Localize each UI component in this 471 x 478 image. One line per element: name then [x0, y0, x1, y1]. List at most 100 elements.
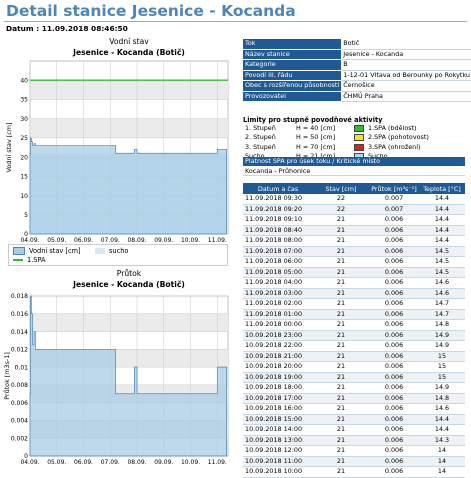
x-tick-label: 07.09.: [101, 459, 120, 466]
cell-stav: 22: [313, 194, 369, 205]
cell-prutok: 0.006: [369, 372, 419, 383]
table-row: 11.09.2018 09:20 22 0.007 14.4: [243, 204, 465, 215]
x-tick-label: 09.09.: [154, 237, 173, 243]
cell-stav: 21: [313, 372, 369, 383]
limit-stage: Sucho: [245, 151, 265, 160]
cell-teplota: 14.4: [419, 225, 465, 236]
table-row: 11.09.2018 06:00 21 0.006 14.5: [243, 256, 465, 268]
series-area: [29, 295, 228, 457]
cell-teplota: 14.4: [419, 414, 465, 425]
limit-label: Sucho: [368, 151, 388, 160]
info-row: Tok Botič: [243, 39, 471, 50]
cell-prutok: 0.006: [369, 382, 419, 394]
cell-stav: 21: [313, 445, 369, 457]
table-row: 10.09.2018 11:00 21 0.006 14: [243, 456, 465, 467]
limit-height: H = 40 [cm]: [296, 124, 336, 132]
cell-teplota: 14.4: [419, 235, 465, 247]
legend-swatch: [13, 259, 23, 261]
info-key: Kategorie: [243, 59, 342, 71]
info-row: Název stanice Jesenice - Kocanda: [243, 49, 471, 60]
cell-teplota: 14.6: [419, 403, 465, 415]
col-header-stav[interactable]: Stav [cm]: [313, 183, 369, 194]
info-key: Tok: [243, 39, 342, 50]
datum-value: 11.09.2018 08:46:50: [41, 24, 128, 33]
cell-datetime: 11.09.2018 08:00: [243, 235, 313, 247]
limit-height: H = 21 [cm]: [296, 151, 336, 160]
table-row: 11.09.2018 07:00 21 0.006 14.5: [243, 246, 465, 257]
y-tick-label: 0.006: [11, 400, 28, 407]
limit-height: H = 50 [cm]: [296, 133, 336, 142]
x-tick-label: 08.09.: [127, 459, 146, 466]
info-key: Obec s rozšířenou působností: [243, 80, 342, 92]
cell-prutok: 0.006: [369, 298, 419, 310]
x-tick-label: 08.09.: [127, 237, 146, 243]
y-axis-label: Průtok [m3s-1]: [3, 352, 11, 400]
y-tick-label: 10: [20, 193, 28, 200]
datum-line: Datum : 11.09.2018 08:46:50: [6, 24, 128, 33]
info-row: Povodí III. řádu 1-12-01 Vltava od Beroun…: [243, 70, 471, 81]
cell-teplota: 14.4: [419, 424, 465, 436]
cell-datetime: 11.09.2018 07:00: [243, 246, 313, 257]
y-axis-label: Vodní stav [cm]: [5, 123, 13, 173]
cell-prutok: 0.006: [369, 309, 419, 320]
cell-teplota: 14.5: [419, 267, 465, 278]
info-key: Provozovatel: [243, 91, 342, 102]
col-header-prutok[interactable]: Průtok [m³s⁻¹]: [369, 183, 419, 194]
table-row: 10.09.2018 16:00 21 0.006 14.6: [243, 403, 465, 415]
cell-teplota: 14.9: [419, 330, 465, 341]
cell-stav: 21: [313, 235, 369, 247]
cell-teplota: 14.4: [419, 214, 465, 226]
cell-teplota: 14.5: [419, 256, 465, 268]
y-tick-label: 0.002: [11, 435, 28, 442]
info-row: Obec s rozšířenou působností Černošice: [243, 80, 471, 92]
spa-value: Kocanda - Průhonice: [243, 167, 465, 176]
legend-label: 1.SPA: [27, 256, 46, 264]
cell-teplota: 15: [419, 372, 465, 383]
cell-prutok: 0.006: [369, 340, 419, 352]
cell-teplota: 14: [419, 456, 465, 467]
table-row: 11.09.2018 09:30 22 0.007 14.4: [243, 194, 465, 205]
cell-stav: 21: [313, 424, 369, 436]
cell-datetime: 10.09.2018 13:00: [243, 435, 313, 446]
col-header-datetime[interactable]: Datum a čas: [243, 183, 313, 194]
table-row: 10.09.2018 20:00 21 0.006 15: [243, 361, 465, 373]
cell-datetime: 11.09.2018 04:00: [243, 277, 313, 289]
grid-band: [30, 118, 228, 138]
cell-prutok: 0.006: [369, 424, 419, 436]
cell-prutok: 0.006: [369, 435, 419, 446]
table-row: 11.09.2018 01:00 21 0.006 14.7: [243, 309, 465, 320]
cell-teplota: 15: [419, 351, 465, 362]
x-tick-label: 05.09.: [47, 237, 66, 243]
cell-teplota: 14.8: [419, 393, 465, 404]
cell-teplota: 14.3: [419, 435, 465, 446]
station-info-table: Tok Botič Název stanice Jesenice - Kocanda K…: [243, 39, 471, 102]
cell-datetime: 10.09.2018 21:00: [243, 351, 313, 362]
cell-datetime: 11.09.2018 06:00: [243, 256, 313, 268]
cell-prutok: 0.006: [369, 414, 419, 425]
cell-datetime: 11.09.2018 08:40: [243, 225, 313, 236]
table-row: 11.09.2018 04:00 21 0.006 14.6: [243, 277, 465, 289]
y-tick-label: 0.01: [15, 364, 29, 371]
limit-label: 1.SPA (bdělost): [368, 124, 417, 132]
col-header-teplota[interactable]: Teplota [°C]: [419, 183, 465, 194]
limit-row: 1. Stupeň H = 40 [cm] 1.SPA (bdělost): [243, 124, 465, 133]
info-row: Kategorie B: [243, 59, 471, 71]
table-row: 11.09.2018 08:00 21 0.006 14.4: [243, 235, 465, 247]
limit-stage: 3. Stupeň: [245, 142, 276, 151]
y-tick-label: 0.012: [11, 347, 28, 354]
table-row: 10.09.2018 21:00 21 0.006 15: [243, 351, 465, 362]
x-tick-label: 04.09.: [20, 459, 39, 466]
cell-stav: 21: [313, 298, 369, 310]
cell-teplota: 14: [419, 445, 465, 457]
cell-stav: 21: [313, 267, 369, 278]
cell-datetime: 11.09.2018 05:00: [243, 267, 313, 278]
cell-teplota: 14.5: [419, 246, 465, 257]
info-value: Botič: [341, 39, 471, 50]
cell-datetime: 10.09.2018 11:00: [243, 456, 313, 467]
cell-stav: 21: [313, 435, 369, 446]
y-tick-label: 35: [20, 97, 28, 104]
table-row: 10.09.2018 12:00 21 0.006 14: [243, 445, 465, 457]
y-tick-label: 0.016: [11, 311, 28, 318]
cell-stav: 21: [313, 256, 369, 268]
y-tick-label: 25: [20, 135, 28, 142]
